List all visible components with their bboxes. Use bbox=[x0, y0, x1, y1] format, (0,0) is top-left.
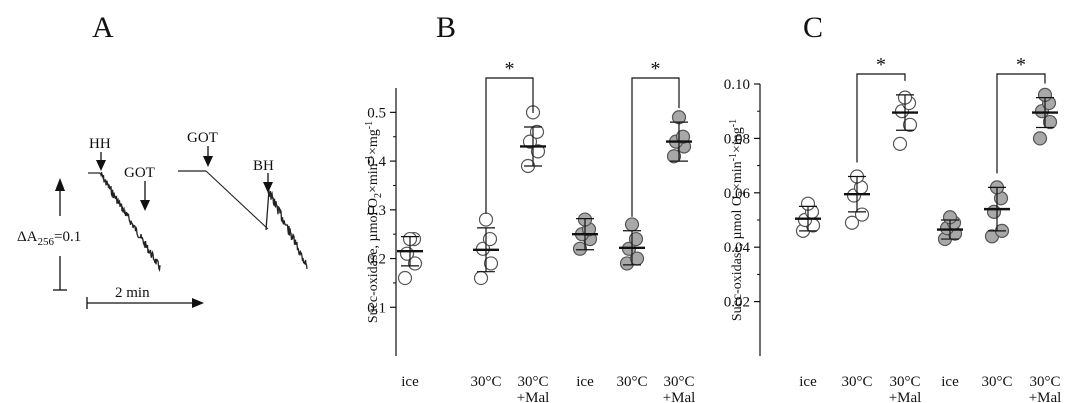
data-group-b-5 bbox=[619, 218, 645, 270]
data-group-b-1 bbox=[397, 233, 423, 285]
significance-bracket bbox=[997, 74, 1045, 173]
data-point bbox=[475, 272, 488, 285]
x-category-label: 30°C bbox=[663, 374, 694, 390]
data-group-c-2 bbox=[844, 170, 870, 229]
data-point bbox=[988, 205, 1001, 218]
data-group-b-4 bbox=[572, 213, 598, 255]
trace-2-noisy bbox=[268, 190, 307, 269]
data-point bbox=[626, 218, 639, 231]
label-got-1: GOT bbox=[124, 165, 155, 181]
data-group-b-6 bbox=[666, 111, 692, 163]
y-axis-label: Succ-oxidase, µmol O2×min-1×mg-1 bbox=[364, 121, 384, 323]
x-category-label: 30°C bbox=[470, 374, 501, 390]
significance-star: * bbox=[505, 58, 515, 80]
panel-b-letter: B bbox=[436, 11, 456, 44]
x-category-label: 30°C bbox=[1029, 374, 1060, 390]
label-bh: BH bbox=[253, 158, 274, 174]
data-group-c-3 bbox=[892, 91, 918, 150]
data-point bbox=[399, 272, 412, 285]
x-category-label: 30°C bbox=[517, 374, 548, 390]
arrow-hh bbox=[96, 152, 106, 171]
x-category-label: +Mal bbox=[663, 390, 696, 403]
data-group-c-4 bbox=[937, 211, 963, 246]
data-group-c-5 bbox=[984, 181, 1010, 243]
data-point bbox=[401, 247, 414, 260]
trace-1-noisy bbox=[100, 172, 160, 270]
x-category-label: ice bbox=[941, 374, 959, 390]
x-category-label: ice bbox=[799, 374, 817, 390]
data-point bbox=[480, 213, 493, 226]
x-category-label: 30°C bbox=[616, 374, 647, 390]
label-got-2: GOT bbox=[187, 130, 218, 146]
significance-star: * bbox=[1016, 54, 1026, 76]
significance-star: * bbox=[651, 58, 661, 80]
x-category-label: 30°C bbox=[889, 374, 920, 390]
absorbance-scale-label: ΔA256=0.1 bbox=[17, 229, 81, 248]
panel-c-letter: C bbox=[803, 11, 823, 44]
panel-a-letter: A bbox=[92, 11, 114, 44]
x-category-label: +Mal bbox=[889, 390, 922, 403]
arrow-bh bbox=[263, 173, 273, 193]
x-category-label: 30°C bbox=[841, 374, 872, 390]
y-tick-label: 0.5 bbox=[367, 105, 386, 121]
data-group-c-1 bbox=[795, 197, 821, 237]
y-tick-label: 0.10 bbox=[724, 77, 750, 93]
arrow-got-1 bbox=[140, 181, 150, 211]
y-axis-label: Succ-oxidase, µmol O2×min-1×mg-1 bbox=[728, 119, 748, 321]
data-group-b-3 bbox=[520, 106, 546, 173]
trace-2-linear bbox=[206, 171, 268, 229]
arrow-got-2 bbox=[203, 146, 213, 167]
time-scale-label: 2 min bbox=[115, 285, 150, 301]
data-group-c-6 bbox=[1032, 88, 1058, 145]
x-category-label: ice bbox=[401, 374, 419, 390]
panel-a: A HH GOT GOT BH bbox=[17, 11, 307, 309]
x-category-label: +Mal bbox=[1029, 390, 1062, 403]
x-category-label: ice bbox=[576, 374, 594, 390]
label-hh: HH bbox=[89, 136, 111, 152]
data-group-b-2 bbox=[473, 213, 499, 284]
significance-star: * bbox=[876, 54, 886, 76]
x-category-label: +Mal bbox=[517, 390, 550, 403]
x-category-label: 30°C bbox=[981, 374, 1012, 390]
trace-2-jump bbox=[266, 190, 269, 230]
data-point bbox=[894, 137, 907, 150]
data-point bbox=[1034, 132, 1047, 145]
